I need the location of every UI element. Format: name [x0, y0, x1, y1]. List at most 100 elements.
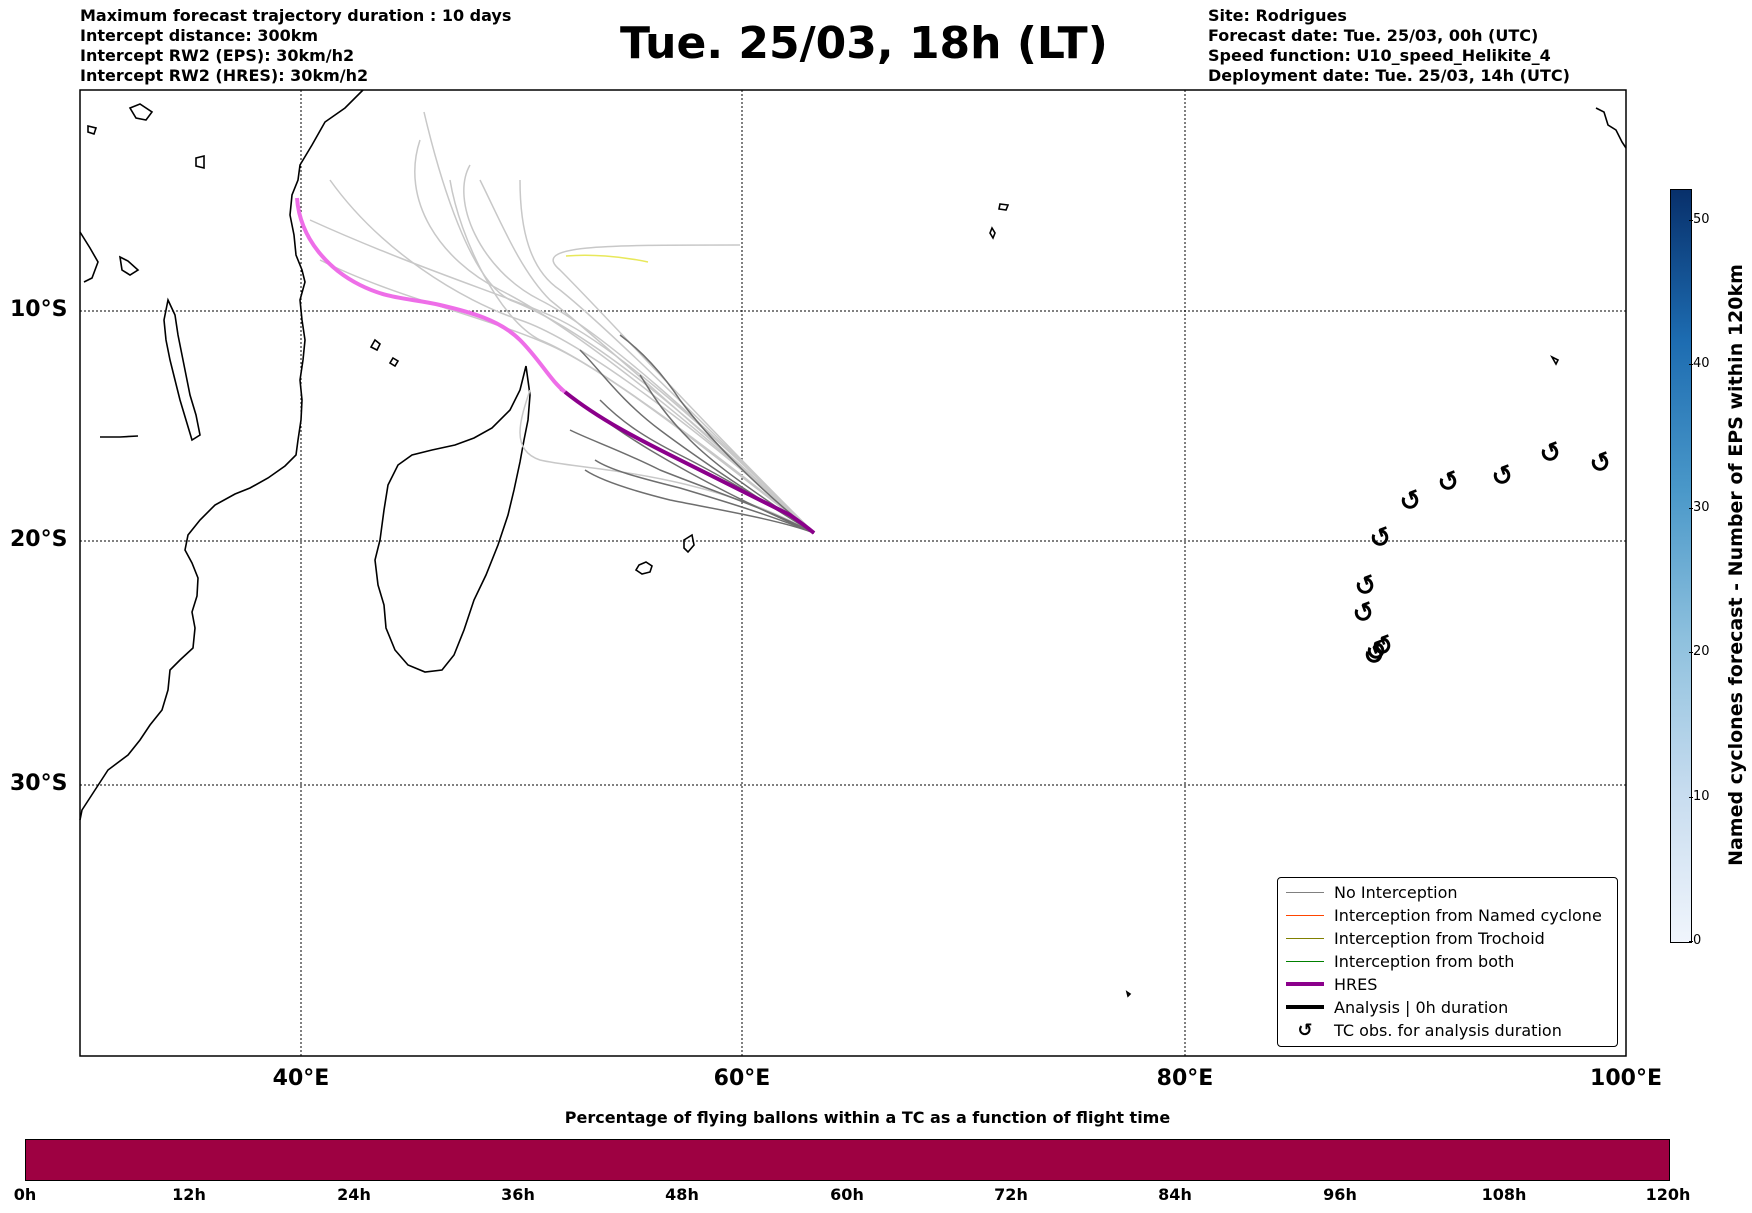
tc-obs-symbol: ↺: [1433, 465, 1464, 501]
madagascar-coastline: [374, 365, 531, 673]
tanzania-coast: [79, 231, 99, 283]
lat-label-20s: 20°S: [10, 527, 68, 552]
legend-label: HRES: [1334, 974, 1378, 994]
tc-obs-symbol: ↺: [1365, 521, 1396, 557]
lon-label-80e: 80°E: [1156, 1066, 1214, 1091]
trajectory-light: [414, 139, 815, 534]
colorbar-tick-10: 10: [1689, 789, 1710, 804]
lon-label-100e: 100°E: [1590, 1066, 1662, 1091]
legend-item-named-cyclone: Interception from Named cyclone: [1286, 904, 1602, 926]
legend-item-hres: HRES: [1286, 973, 1377, 995]
comoros-island-2: [388, 356, 400, 368]
tc-percentage-bar: [25, 1139, 1670, 1181]
mauritius-island: [634, 561, 653, 575]
time-tick-24h: 24h: [337, 1185, 371, 1204]
info-left-line-4: Intercept RW2 (HRES): 30km/h2: [80, 66, 369, 85]
info-right-line-3: Speed function: U10_speed_Helikite_4: [1208, 46, 1551, 65]
time-tick-36h: 36h: [501, 1185, 535, 1204]
tc-symbol-icon: ↺: [1297, 1019, 1313, 1041]
legend-label: Interception from Named cyclone: [1334, 905, 1602, 925]
trajectory-light: [309, 219, 815, 534]
lat-label-30s: 30°S: [10, 771, 68, 796]
time-tick-120h: 120h: [1645, 1185, 1691, 1204]
lon-label-60e: 60°E: [713, 1066, 771, 1091]
legend-swatch-no-interception: [1286, 881, 1324, 903]
seychelles-island-2: [989, 226, 996, 240]
coastlines: [79, 89, 1627, 998]
legend-swatch-named-cyclone: [1286, 904, 1324, 926]
time-tick-0h: 0h: [13, 1185, 37, 1204]
time-tick-108h: 108h: [1481, 1185, 1527, 1204]
colorbar: [1670, 189, 1692, 943]
colorbar-label: Named cyclones forecast - Number of EPS …: [1725, 264, 1747, 866]
east-coast-detail: [100, 435, 139, 438]
time-tick-72h: 72h: [994, 1185, 1028, 1204]
legend-item-both: Interception from both: [1286, 950, 1514, 972]
ensemble-trajectories-light: [309, 111, 815, 534]
tc-obs-symbol: ↺: [1585, 446, 1616, 482]
time-tick-96h: 96h: [1323, 1185, 1357, 1204]
colorbar-tick-20: 20: [1689, 644, 1710, 659]
legend-line-purple: [1286, 982, 1324, 986]
trajectory-light: [552, 244, 815, 534]
map-title: Tue. 25/03, 18h (LT): [620, 18, 1108, 69]
legend-swatch-trochoid: [1286, 927, 1324, 949]
reunion-island: [683, 533, 695, 554]
tc-observations: ↺ ↺ ↺ ↺ ↺ ↺ ↺ ↺ ↺ ↺ ↺: [1348, 436, 1616, 674]
hres-trajectory: [563, 390, 816, 535]
trajectory-dark: [569, 429, 815, 534]
legend-line-green: [1286, 960, 1324, 962]
legend-label: TC obs. for analysis duration: [1334, 1020, 1562, 1040]
gridlines: [80, 90, 1626, 1056]
colorbar-tick-30: 30: [1689, 500, 1710, 515]
legend-item-no-interception: No Interception: [1286, 881, 1458, 903]
trajectory-light: [519, 389, 815, 534]
legend-swatch-both: [1286, 950, 1324, 972]
legend-line-black: [1286, 1005, 1324, 1009]
legend-line-gray: [1286, 891, 1324, 893]
map-frame: [79, 89, 1627, 1057]
legend-label: Interception from Trochoid: [1334, 928, 1545, 948]
zanzibar-island: [163, 297, 201, 442]
info-left-line-3: Intercept RW2 (EPS): 30km/h2: [80, 46, 355, 65]
trajectory-yellow: [565, 254, 649, 263]
colorbar-tick-50: 50: [1689, 212, 1710, 227]
trajectory-light: [329, 179, 815, 534]
trajectory-light: [423, 111, 815, 534]
time-tick-60h: 60h: [830, 1185, 864, 1204]
legend-label: Interception from both: [1334, 951, 1515, 971]
info-right-line-2: Forecast date: Tue. 25/03, 00h (UTC): [1208, 26, 1539, 45]
colorbar-tick-0: 0: [1688, 933, 1702, 948]
info-left-line-2: Intercept distance: 300km: [80, 26, 319, 45]
time-tick-48h: 48h: [665, 1185, 699, 1204]
bottom-bar-title: Percentage of flying ballons within a TC…: [564, 1108, 1171, 1127]
info-left-line-1: Maximum forecast trajectory duration : 1…: [80, 6, 512, 25]
info-left: Maximum forecast trajectory duration : 1…: [80, 6, 511, 86]
trajectory-light: [449, 179, 815, 534]
comoros-island: [369, 338, 382, 352]
info-right-line-4: Deployment date: Tue. 25/03, 14h (UTC): [1208, 66, 1570, 85]
info-right: Site: Rodrigues Forecast date: Tue. 25/0…: [1208, 6, 1570, 86]
trajectory-dark: [619, 334, 815, 534]
tc-obs-symbol: ↺: [1395, 484, 1426, 520]
legend-item-analysis: Analysis | 0h duration: [1286, 996, 1508, 1018]
trajectory-dark: [594, 459, 815, 534]
seychelles-island: [998, 203, 1010, 211]
ensemble-trajectories-dark: [559, 334, 815, 534]
lon-label-40e: 40°E: [272, 1066, 330, 1091]
trajectory-light: [519, 179, 815, 534]
legend-item-tc-obs: ↺ TC obs. for analysis duration: [1286, 1019, 1562, 1041]
hres-early-segment: [295, 197, 567, 394]
legend-swatch-analysis: [1286, 996, 1324, 1018]
time-tick-12h: 12h: [172, 1185, 206, 1204]
map-legend: No Interception Interception from Named …: [1277, 877, 1618, 1047]
africa-coastline: [79, 89, 364, 821]
trajectory-dark: [584, 469, 815, 534]
time-tick-84h: 84h: [1158, 1185, 1192, 1204]
small-island-a: [1549, 355, 1560, 366]
info-right-line-1: Site: Rodrigues: [1208, 6, 1347, 25]
tc-obs-symbol: ↺: [1487, 459, 1518, 495]
legend-item-trochoid: Interception from Trochoid: [1286, 927, 1545, 949]
legend-line-olive: [1286, 937, 1324, 939]
